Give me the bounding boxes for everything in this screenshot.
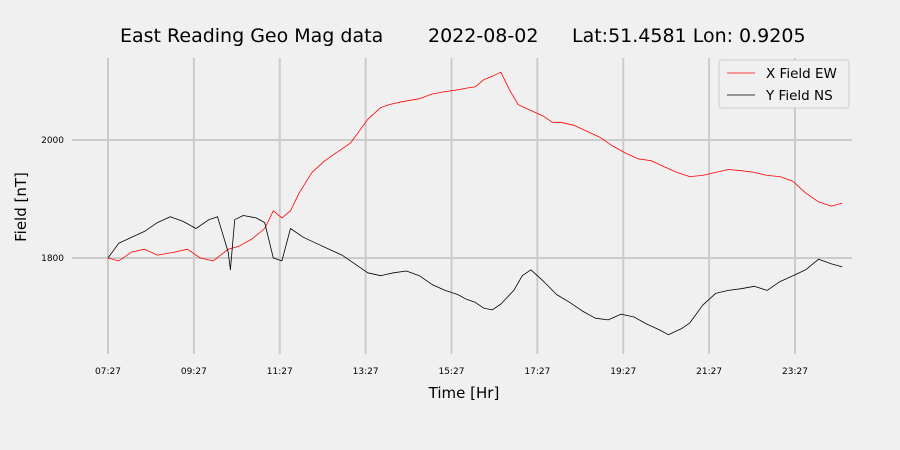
series-line-x-field xyxy=(107,71,843,262)
legend-label-y-field: Y Field NS xyxy=(765,88,833,104)
chart-title-date: 2022-08-02 xyxy=(428,25,538,47)
y-axis-label: Field [nT] xyxy=(12,172,30,242)
series-line-y-field xyxy=(107,215,843,336)
x-axis-label: Time [Hr] xyxy=(428,384,500,402)
x-tick-label: 07:27 xyxy=(95,367,121,377)
x-tick-label: 11:27 xyxy=(267,367,293,377)
x-tick-label: 15:27 xyxy=(439,367,465,377)
x-tick-label: 21:27 xyxy=(696,367,722,377)
legend: X Field EW Y Field NS xyxy=(718,59,850,109)
x-tick-label: 13:27 xyxy=(353,367,379,377)
chart-title-station: East Reading Geo Mag data xyxy=(120,25,383,47)
chart-title-location: Lat:51.4581 Lon: 0.9205 xyxy=(572,25,806,47)
x-tick-label: 19:27 xyxy=(610,367,636,377)
tick-labels: 07:27 09:27 11:27 13:27 15:27 17:27 19:27 21:27… xyxy=(41,136,808,377)
legend-box xyxy=(718,59,850,109)
x-tick-label: 23:27 xyxy=(782,367,808,377)
y-tick-label: 2000 xyxy=(41,136,64,146)
x-tick-label: 17:27 xyxy=(524,367,550,377)
series-lines xyxy=(107,71,843,336)
legend-label-x-field: X Field EW xyxy=(766,66,837,82)
x-tick-label: 09:27 xyxy=(181,367,207,377)
y-tick-label: 1800 xyxy=(41,254,64,264)
